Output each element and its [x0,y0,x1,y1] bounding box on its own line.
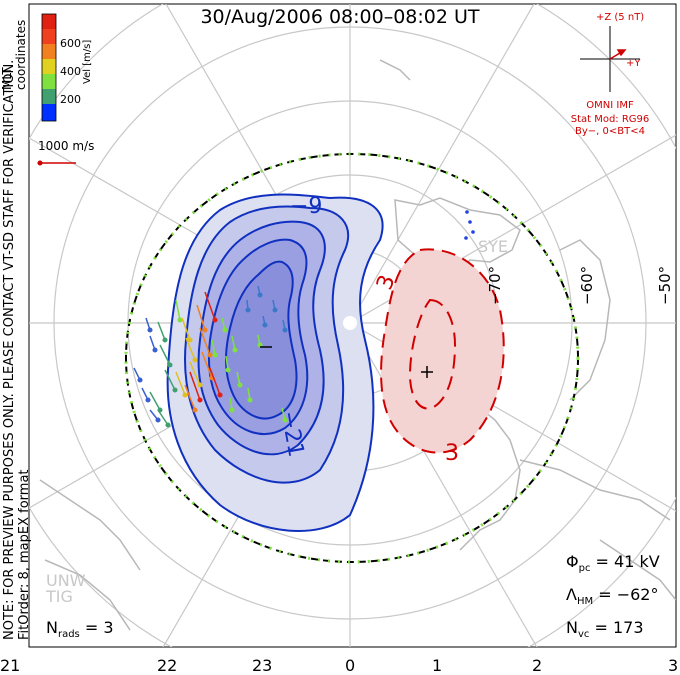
colorbar-tick-200: 200 [60,93,81,106]
hm-boundary-dots [124,152,580,564]
pole-marker [343,316,357,330]
colorbar-tick-400: 400 [60,65,81,78]
mlt-label-3: 3 [668,656,679,675]
preview-note-line1: NOTE: FOR PREVIEW PURPOSES ONLY. PLEASE … [2,59,17,640]
imf-z-label: +Z (5 nT) [596,12,645,23]
positive-contour-inner [408,298,457,410]
coastlines [39,59,676,631]
mlt-label-0: 0 [345,656,356,675]
imf-source: OMNI IMF [586,100,634,111]
imf-condition: By−, 0<BT<4 [575,126,645,137]
n-rads-stat: Nrads = 3 [46,618,114,641]
colorbar-title: Vel [m/s] [82,39,93,84]
colorbar-tick-600: 600 [60,37,81,50]
positive-potential-cell [380,248,505,454]
velocity-vectors [133,210,475,428]
phi-pc-value: 41 kV [614,552,660,571]
negative-potential-cell [166,193,384,532]
mlt-label-1: 1 [432,656,443,675]
plot-frame [28,3,677,648]
preview-note: NOTE: FOR PREVIEW PURPOSES ONLY. PLEASE … [2,0,32,640]
station-label-tig: TIG [46,587,73,606]
n-vc-stat: Nvc = 173 [566,618,644,641]
mlt-label-22: 22 [157,656,178,675]
scale-vector [37,160,76,166]
lat-label-60: −60° [578,266,596,305]
imf-vector [609,49,627,60]
lambda-hm-stat: ΛHM = −62° [566,585,659,608]
lat-label-70: −70° [486,266,504,305]
positive-cell-center [421,366,433,378]
positive-contour-outer [380,248,505,454]
phi-pc-stat: Φpc = 41 kV [566,552,660,575]
imf-stat-model: Stat Mod: RG96 [570,114,650,125]
positive-contour-label: 3 [372,272,400,294]
mlt-label-23: 23 [252,656,273,675]
mlt-label-21: 21 [0,656,21,675]
map-title: 30/Aug/2006 08:00–08:02 UT [200,6,480,28]
fit-order-line: FitOrder: 8, mapEX format [17,469,32,640]
lat-label-50: −50° [656,266,674,305]
negative-contour-5 [225,260,298,420]
positive-contour-label-2: 3 [445,441,459,466]
scale-vector-label: 1000 m/s [38,139,95,153]
mlt-label-2: 2 [532,656,543,675]
n-vc-value: 173 [612,618,644,637]
velocity-colorbar [41,13,57,122]
station-label-sye: SYE [478,237,508,256]
n-rads-value: 3 [103,618,114,637]
lambda-hm-value: −62° [616,585,659,604]
station-label-unw: UNW [46,571,86,590]
coords-label: MLT coordinates [0,19,28,90]
negative-contour-label: −9 [290,194,322,219]
imf-y-label: +Y [626,58,641,69]
